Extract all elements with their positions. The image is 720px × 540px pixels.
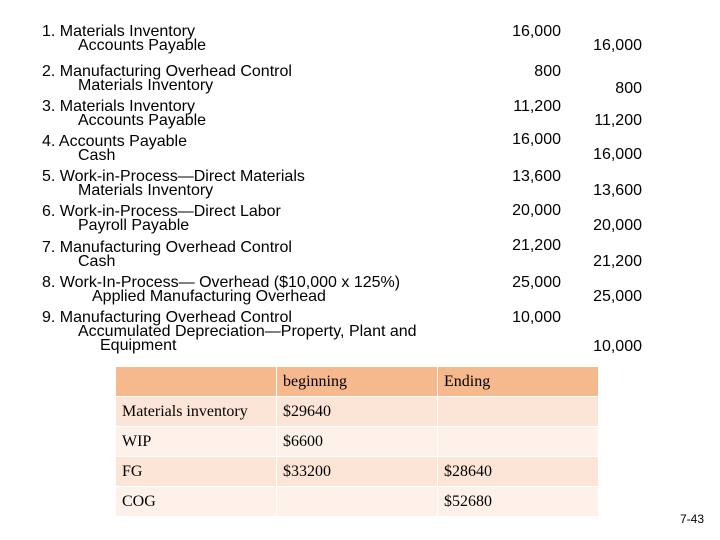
entry-2-credit-amount: 800 xyxy=(615,80,642,97)
entry-8-debit-amount: 25,000 xyxy=(512,274,561,291)
entry-7-debit: 7. Manufacturing Overhead Control xyxy=(42,239,292,256)
entry-9-debit: 9. Manufacturing Overhead Control xyxy=(42,309,292,326)
entry-1-debit-amount: 16,000 xyxy=(512,23,561,40)
row-label: Materials inventory xyxy=(115,396,277,427)
entry-5-debit: 5. Work-in-Process—Direct Materials xyxy=(42,168,305,185)
entry-1-credit: Accounts Payable xyxy=(78,37,207,54)
entry-7-credit-amount: 21,200 xyxy=(593,253,642,270)
entry-8-credit-amount: 25,000 xyxy=(593,288,642,305)
entry-2-debit: 2. Manufacturing Overhead Control xyxy=(42,63,292,80)
entry-9-credit: Accumulated Depreciation—Property, Plant… xyxy=(78,323,417,340)
table-row: COG $52680 xyxy=(115,486,599,517)
row-beginning: $33200 xyxy=(276,456,438,487)
entry-3-credit: Accounts Payable xyxy=(78,112,207,129)
entry-1-debit: 1. Materials Inventory xyxy=(42,23,195,40)
row-ending: $52680 xyxy=(437,486,599,517)
entry-2-credit: Materials Inventory xyxy=(78,77,214,94)
entry-3-credit-amount: 11,200 xyxy=(594,112,642,129)
row-beginning: $29640 xyxy=(276,396,438,427)
entry-5-debit-amount: 13,600 xyxy=(512,168,561,185)
row-ending xyxy=(437,396,599,427)
entry-6-debit: 6. Work-in-Process—Direct Labor xyxy=(42,203,281,220)
entry-4-debit: 4. Accounts Payable xyxy=(42,133,187,150)
entry-4-debit-amount: 16,000 xyxy=(512,131,561,148)
header-cell-beginning: beginning xyxy=(276,366,438,397)
row-ending: $28640 xyxy=(437,456,599,487)
row-label: FG xyxy=(115,456,277,487)
table-header-row: beginning Ending xyxy=(115,366,599,397)
entry-6-credit-amount: 20,000 xyxy=(593,217,642,234)
row-label: WIP xyxy=(115,426,277,457)
entry-6-credit: Payroll Payable xyxy=(78,217,190,234)
inventory-summary-table: beginning Ending Materials inventory $29… xyxy=(115,366,599,517)
entry-5-credit-amount: 13,600 xyxy=(593,182,642,199)
row-ending xyxy=(437,426,599,457)
entry-1-credit-amount: 16,000 xyxy=(593,37,642,54)
entry-8-credit: Applied Manufacturing Overhead xyxy=(92,288,326,305)
table-row: Materials inventory $29640 xyxy=(115,396,599,427)
entry-6-debit-amount: 20,000 xyxy=(512,202,561,219)
entry-3-debit: 3. Materials Inventory xyxy=(42,98,195,115)
row-beginning: $6600 xyxy=(276,426,438,457)
entry-8-debit: 8. Work-In-Process— Overhead ($10,000 x … xyxy=(42,274,401,291)
entry-9-credit-continued: Equipment xyxy=(100,337,177,354)
row-label: COG xyxy=(115,486,277,517)
entry-2-debit-amount: 800 xyxy=(534,63,561,80)
entry-9-debit-amount: 10,000 xyxy=(512,309,561,326)
entry-4-credit-amount: 16,000 xyxy=(593,146,642,163)
entry-4-credit: Cash xyxy=(78,147,116,164)
slide-number: 7-43 xyxy=(679,512,704,526)
header-cell-label xyxy=(115,366,277,397)
entry-5-credit: Materials Inventory xyxy=(78,182,214,199)
entry-9-credit-amount: 10,000 xyxy=(593,338,642,355)
entry-7-credit: Cash xyxy=(78,253,116,270)
table-row: WIP $6600 xyxy=(115,426,599,457)
table-row: FG $33200 $28640 xyxy=(115,456,599,487)
row-beginning xyxy=(276,486,438,517)
entry-3-debit-amount: 11,200 xyxy=(513,98,561,115)
entry-7-debit-amount: 21,200 xyxy=(512,237,561,254)
header-cell-ending: Ending xyxy=(437,366,599,397)
